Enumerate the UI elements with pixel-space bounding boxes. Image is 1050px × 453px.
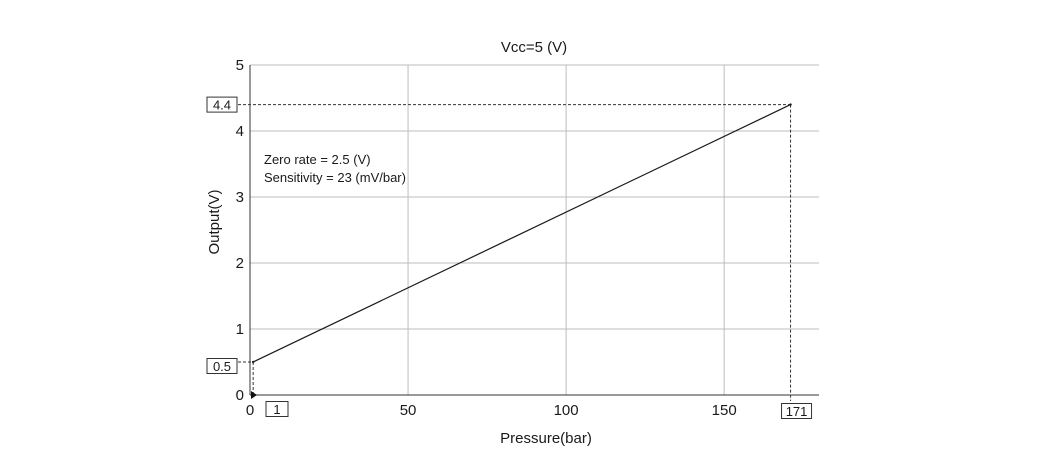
callout-x-start-box <box>265 401 289 417</box>
x-tick-label: 0 <box>246 402 254 419</box>
origin-arrow-marker <box>251 391 257 399</box>
y-axis-label: Output(V) <box>206 189 223 254</box>
x-tick-label: 150 <box>712 402 737 419</box>
grid-lines <box>250 64 819 395</box>
guide-lines <box>238 104 792 401</box>
annotation-zero-rate: Zero rate = 2.5 (V) <box>264 152 371 167</box>
x-axis-label: Pressure(bar) <box>500 430 592 447</box>
data-point-start <box>251 360 255 364</box>
callout-y-end: 4.4 <box>213 98 231 113</box>
plot-frame <box>249 65 819 396</box>
series-layer <box>251 103 792 364</box>
y-tick-label: 5 <box>236 57 244 74</box>
callout-x-start: 1 <box>273 402 280 417</box>
y-tick-label: 3 <box>236 189 244 206</box>
x-tick-label: 50 <box>400 402 417 419</box>
y-tick-label: 2 <box>236 255 244 272</box>
callout-x-end-box <box>781 403 813 419</box>
data-point-end <box>789 103 792 106</box>
value-callouts: 4.4 0.5 1 171 <box>206 96 813 419</box>
y-tick-label: 1 <box>236 321 244 338</box>
callout-y-start: 0.5 <box>213 359 231 374</box>
annotation-box: Zero rate = 2.5 (V) Sensitivity = 23 (mV… <box>264 152 406 185</box>
callout-y-end-box <box>206 96 238 113</box>
x-tick-label: 100 <box>554 402 579 419</box>
output-line <box>252 104 791 363</box>
callout-x-end: 171 <box>786 404 808 419</box>
annotation-sensitivity: Sensitivity = 23 (mV/bar) <box>264 170 406 185</box>
callout-y-start-box <box>206 358 238 374</box>
chart-title: Vcc=5 (V) <box>501 39 567 56</box>
x-axis-ticks: 0 50 100 150 <box>246 402 737 419</box>
y-axis-ticks: 0 1 2 3 4 5 <box>236 57 244 404</box>
y-tick-label: 0 <box>236 387 244 404</box>
y-tick-label: 4 <box>236 123 244 140</box>
